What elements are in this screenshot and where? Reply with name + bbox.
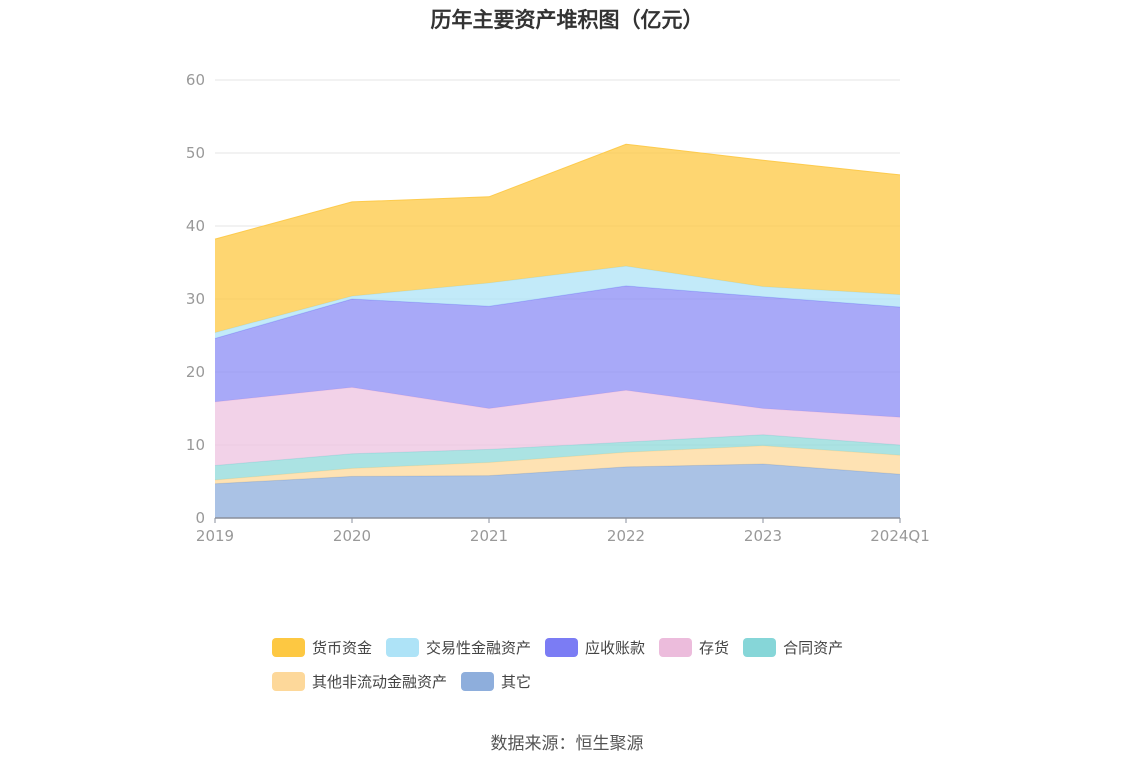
chart-title: 历年主要资产堆积图（亿元）	[430, 8, 704, 32]
stacked-area-chart: 0 10 20 30 40 50 60 2019 2020 2021 2022 2023 2024Q1	[186, 71, 930, 545]
legend-swatch	[461, 671, 495, 691]
y-tick-label: 10	[186, 436, 205, 454]
legend-label: 应收账款	[585, 638, 646, 657]
area-series-edge	[214, 143, 901, 240]
legend-item[interactable]: 存货	[659, 637, 729, 658]
area-series-6[interactable]	[215, 144, 900, 333]
area-series-edge	[214, 265, 901, 334]
legend-swatch	[743, 637, 777, 657]
legend-item[interactable]: 应收账款	[545, 637, 645, 658]
x-tick-label: 2024Q1	[870, 527, 930, 545]
x-tick-label: 2023	[744, 527, 782, 545]
area-series	[214, 143, 901, 518]
area-series-0[interactable]	[215, 463, 900, 518]
y-tick-label: 40	[186, 217, 205, 235]
area-series-edge	[214, 445, 901, 481]
area-series-3[interactable]	[215, 387, 900, 466]
legend-swatch	[272, 671, 305, 691]
legend-item[interactable]: 交易性金融资产	[386, 637, 531, 658]
x-tick-label: 2020	[333, 527, 371, 545]
y-tick-label: 60	[186, 71, 205, 89]
legend-swatch	[659, 637, 693, 657]
legend-label: 其他非流动金融资产	[312, 672, 448, 691]
y-tick-label: 20	[186, 363, 205, 381]
area-series-4[interactable]	[215, 285, 900, 418]
area-series-1[interactable]	[215, 445, 900, 484]
legend-swatch	[386, 637, 420, 657]
legend-label: 合同资产	[783, 638, 844, 657]
axes: 0 10 20 30 40 50 60 2019 2020 2021 2022 2023 2024Q1	[186, 71, 930, 545]
legend-swatch	[545, 637, 579, 657]
x-tick-label: 2021	[470, 527, 508, 545]
area-series-5[interactable]	[215, 266, 900, 339]
legend-swatch	[272, 637, 305, 657]
data-source: 数据来源：恒生聚源	[490, 734, 644, 754]
legend-label: 存货	[699, 638, 730, 657]
legend-row: 货币资金 交易性金融资产 应收账款 存货 合同资产	[272, 630, 912, 664]
legend-item[interactable]: 货币资金	[272, 637, 372, 658]
legend-label: 货币资金	[312, 638, 373, 657]
x-tick-label: 2022	[607, 527, 645, 545]
x-tick-label: 2019	[196, 527, 234, 545]
legend-item[interactable]: 其他非流动金融资产	[272, 671, 447, 692]
legend-item[interactable]: 其它	[461, 671, 531, 692]
y-tick-label: 30	[186, 290, 205, 308]
y-tick-label: 50	[186, 144, 205, 162]
legend-row: 其他非流动金融资产 其它	[272, 664, 912, 698]
legend-label: 其它	[501, 672, 532, 691]
area-series-2[interactable]	[215, 434, 900, 481]
legend-label: 交易性金融资产	[426, 638, 532, 657]
legend-item[interactable]: 合同资产	[743, 637, 843, 658]
y-tick-label: 0	[195, 509, 205, 527]
legend: 货币资金 交易性金融资产 应收账款 存货 合同资产其他非流动金融资产 其它	[272, 630, 912, 698]
